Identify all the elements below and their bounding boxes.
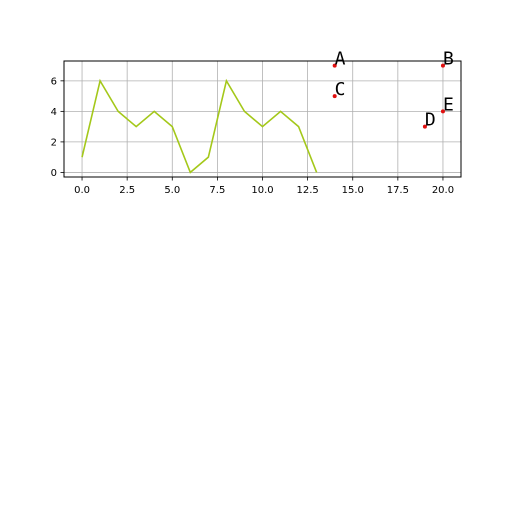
y-tick-label: 0 xyxy=(51,168,57,179)
x-tick-label: 7.5 xyxy=(209,185,225,196)
x-tick-label: 17.5 xyxy=(387,185,409,196)
y-tick-label: 2 xyxy=(51,137,57,148)
point-label-d: D xyxy=(425,110,436,131)
x-tick-label: 12.5 xyxy=(296,185,318,196)
x-tick-label: 15.0 xyxy=(342,185,364,196)
y-tick-label: 4 xyxy=(51,107,57,118)
x-tick-label: 20.0 xyxy=(432,185,454,196)
x-tick-label: 0.0 xyxy=(74,185,90,196)
point-label-b: B xyxy=(443,49,454,70)
x-tick-label: 5.0 xyxy=(164,185,180,196)
x-tick-label: 10.0 xyxy=(251,185,273,196)
point-label-c: C xyxy=(335,79,346,100)
point-label-e: E xyxy=(443,94,454,115)
x-tick-label: 2.5 xyxy=(119,185,135,196)
point-label-a: A xyxy=(335,49,346,70)
y-tick-label: 6 xyxy=(51,76,57,87)
